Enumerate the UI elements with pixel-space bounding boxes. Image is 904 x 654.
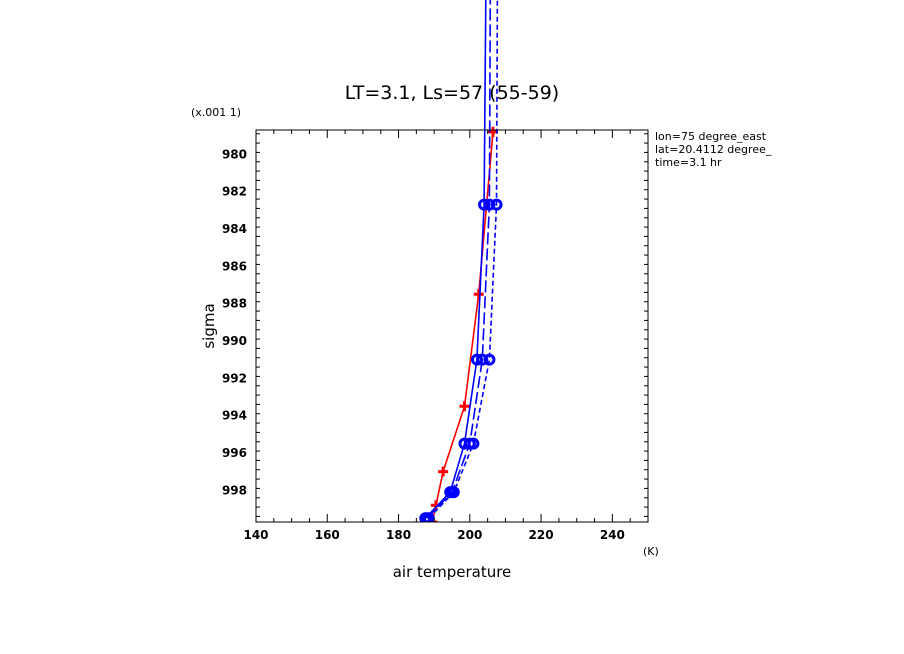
series-0-point <box>473 289 484 300</box>
series-3 <box>422 0 503 522</box>
series-0-point <box>438 466 449 477</box>
series-2-line <box>426 0 492 519</box>
y-tick-label: 990 <box>222 334 247 348</box>
x-tick-label: 220 <box>529 528 554 542</box>
y-tick-label: 982 <box>222 185 247 199</box>
series-2-point <box>483 198 496 211</box>
series-3-point <box>490 198 503 211</box>
series-2-point <box>476 353 489 366</box>
y-tick-label: 994 <box>222 409 247 423</box>
x-tick-label: 200 <box>457 528 482 542</box>
x-tick-label: 140 <box>243 528 268 542</box>
annotation-time: time=3.1 hr <box>655 156 722 169</box>
y-tick-label: 986 <box>222 259 247 273</box>
x-tick-label: 180 <box>386 528 411 542</box>
axis-ticks: 140 160 180 200 220 240 980 982 984 986 988 990 992 9… <box>222 130 649 542</box>
chart-title: LT=3.1, Ls=57 (55-59) <box>345 82 559 104</box>
series-1-point <box>478 198 491 211</box>
series-1-line <box>424 0 487 519</box>
y-tick-label: 998 <box>222 483 247 497</box>
series-3-line <box>428 0 499 519</box>
plot-frame <box>255 129 649 523</box>
x-tick-label: 160 <box>315 528 340 542</box>
x-axis-label: air temperature <box>393 563 512 581</box>
y-tick-label: 980 <box>222 147 247 161</box>
y-scale-label: (x.001 1) <box>191 106 241 119</box>
y-tick-label: 988 <box>222 297 247 311</box>
annotation-lon: lon=75 degree_east <box>655 130 767 143</box>
series-3-point <box>447 486 460 499</box>
series-3-point <box>422 512 435 522</box>
y-tick-label: 984 <box>222 222 247 236</box>
series-3-point <box>467 437 480 450</box>
plot-content <box>419 0 503 522</box>
series-1-point <box>470 353 483 366</box>
y-tick-label: 996 <box>222 446 247 460</box>
series-3-point <box>483 353 496 366</box>
y-tick-label: 992 <box>222 371 247 385</box>
y-axis-label: sigma <box>200 303 218 348</box>
x-unit-label: (K) <box>643 545 659 558</box>
annotation-lat: lat=20.4112 degree_ <box>655 143 772 156</box>
series-1 <box>419 0 491 522</box>
x-tick-label: 240 <box>600 528 625 542</box>
series-0-point <box>459 401 470 412</box>
series-0 <box>427 126 498 522</box>
